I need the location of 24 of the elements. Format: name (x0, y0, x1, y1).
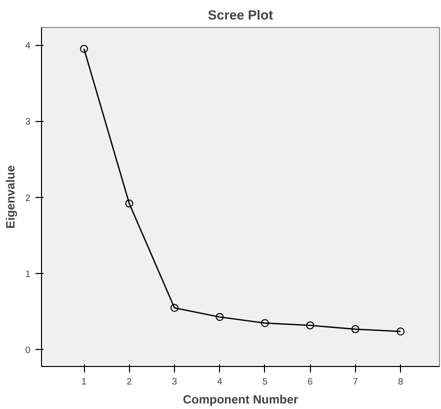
x-tick-label: 6 (308, 376, 313, 386)
point (170, 304, 178, 312)
x-tick-label: 8 (398, 376, 404, 386)
point (216, 312, 224, 321)
x-axis-title: Component Number (182, 392, 298, 406)
y-tick-label: 1 (25, 269, 31, 280)
point (306, 321, 314, 330)
chart-title: Scree Plot (208, 8, 274, 22)
y-tick-label: 3 (25, 116, 31, 127)
y-tick-label: 0 (25, 345, 31, 356)
x-tick-label: 4 (217, 376, 222, 386)
x-tick-label: 5 (262, 376, 268, 386)
point (125, 199, 134, 208)
point (351, 325, 360, 334)
y-axis-title: Eigenvalue (3, 164, 18, 229)
x-tick-label: 1 (81, 376, 87, 386)
x-tick-label: 7 (352, 376, 358, 386)
y-tick-label: 4 (25, 40, 31, 51)
y-tick-label: 2 (25, 192, 31, 203)
point (80, 44, 88, 53)
x-tick-label: 2 (126, 376, 132, 386)
point (396, 327, 405, 336)
x-tick-label: 3 (172, 376, 178, 386)
point (260, 319, 269, 328)
